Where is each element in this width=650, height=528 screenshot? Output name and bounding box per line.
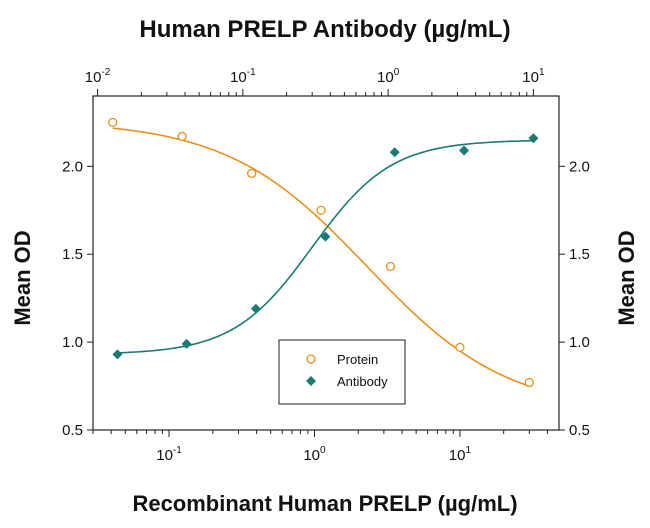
- legend-antibody-label: Antibody: [337, 374, 388, 389]
- data-point-protein: [316, 205, 326, 215]
- x-tick-label-top: 10-2: [85, 67, 111, 86]
- x-tick-label-bottom: 10-1: [156, 445, 182, 464]
- x-axis-title: Recombinant Human PRELP (µg/mL): [132, 491, 517, 516]
- y-tick-label-right: 2.0: [569, 158, 590, 175]
- legend-box: [278, 339, 406, 405]
- x-tick-label-bottom: 101: [449, 445, 472, 464]
- y-tick-label-right: 0.5: [569, 422, 590, 439]
- legend: Protein Antibody: [278, 339, 406, 405]
- y-tick-label-left: 1.0: [62, 334, 83, 351]
- data-point-antibody: [528, 133, 539, 144]
- data-point-antibody: [181, 338, 192, 349]
- data-point-antibody: [389, 147, 400, 158]
- data-point-antibody: [459, 145, 470, 156]
- axis-ticks: 0.5 0.5 1.0 1.0 1.5 1.5 2.0 2.0 10-1 100 101 10-2 10…: [62, 67, 590, 464]
- data-points: [108, 117, 539, 388]
- x-tick-label-bottom: 100: [303, 445, 326, 464]
- data-point-protein: [385, 261, 396, 272]
- data-point-antibody: [320, 231, 331, 242]
- chart-title: Human PRELP Antibody (µg/mL): [139, 16, 510, 43]
- data-point-antibody: [112, 349, 123, 360]
- plot-frame: [92, 95, 560, 431]
- data-point-protein: [455, 342, 465, 353]
- y-tick-label-left: 2.0: [62, 158, 83, 175]
- x-tick-label-top: 100: [377, 67, 400, 86]
- y-axis-title-right: Mean OD: [614, 230, 639, 325]
- fit-curve-antibody: [117, 139, 534, 354]
- data-point-protein: [524, 377, 534, 388]
- y-tick-label-right: 1.5: [569, 246, 590, 263]
- y-tick-label-left: 0.5: [62, 422, 83, 439]
- data-point-protein: [247, 168, 257, 178]
- legend-antibody-marker: [306, 376, 316, 386]
- legend-protein-marker: [306, 354, 316, 364]
- y-axis-title-left: Mean OD: [10, 230, 35, 325]
- y-tick-label-right: 1.0: [569, 334, 590, 351]
- x-tick-label-top: 10-1: [230, 67, 256, 86]
- data-point-protein: [177, 131, 187, 142]
- legend-protein-label: Protein: [337, 352, 378, 367]
- y-tick-label-left: 1.5: [62, 246, 83, 263]
- x-tick-label-top: 101: [522, 67, 545, 86]
- data-point-protein: [108, 117, 118, 128]
- data-point-antibody: [250, 303, 261, 314]
